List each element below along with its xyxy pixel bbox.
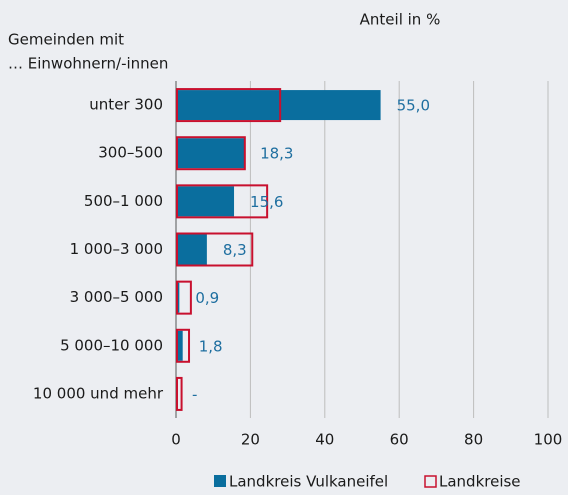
x-tick-label: 40	[315, 431, 334, 449]
bar	[176, 234, 207, 265]
value-label: 8,3	[223, 241, 247, 259]
bar	[176, 186, 235, 217]
legend-swatch	[214, 475, 226, 487]
legend-label: Landkreis Vulkaneifel	[229, 473, 388, 491]
bar	[176, 330, 183, 361]
value-label: 1,8	[199, 337, 223, 355]
y-axis-label: Gemeinden mit	[8, 31, 124, 49]
y-tick-label: 3 000–5 000	[70, 288, 163, 306]
value-label: 15,6	[250, 193, 283, 211]
bar	[176, 88, 282, 123]
value-label: -	[192, 385, 197, 403]
bar	[176, 328, 191, 363]
legend-label: Landkreise	[439, 473, 521, 491]
chart-title: Anteil in %	[360, 11, 441, 29]
x-tick-label: 100	[534, 431, 563, 449]
x-tick-label: 0	[171, 431, 181, 449]
bar	[176, 184, 269, 219]
y-tick-label: 5 000–10 000	[60, 336, 163, 354]
value-label: 18,3	[260, 145, 293, 163]
value-label: 55,0	[397, 97, 430, 115]
x-tick-label: 80	[464, 431, 483, 449]
bar	[176, 232, 254, 267]
y-tick-label: unter 300	[89, 96, 163, 114]
value-label: 0,9	[195, 289, 219, 307]
bar	[176, 280, 192, 315]
x-tick-label: 60	[390, 431, 409, 449]
y-tick-label: 300–500	[98, 144, 163, 162]
x-tick-label: 20	[241, 431, 260, 449]
bar	[176, 376, 183, 411]
y-tick-label: 500–1 000	[84, 192, 163, 210]
y-tick-label: 10 000 und mehr	[33, 384, 164, 402]
bar	[176, 138, 245, 169]
bar	[176, 136, 246, 171]
y-axis-label: … Einwohnern/-innen	[8, 55, 168, 73]
legend-swatch	[424, 475, 437, 488]
y-tick-label: 1 000–3 000	[70, 240, 163, 258]
bar	[176, 90, 381, 121]
